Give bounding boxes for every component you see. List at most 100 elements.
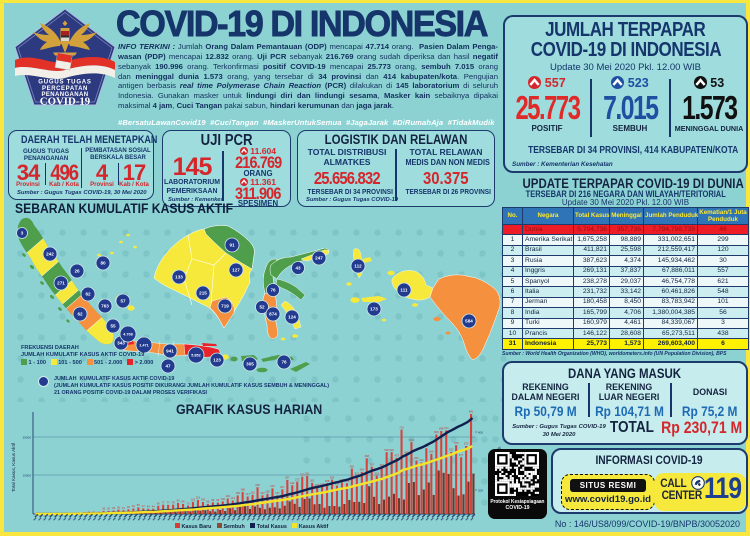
svg-text:62: 62: [77, 312, 83, 317]
svg-text:321: 321: [305, 472, 310, 476]
svg-text:242: 242: [46, 252, 54, 257]
svg-text:91: 91: [229, 243, 235, 248]
svg-text:321: 321: [355, 472, 360, 476]
svg-text:4.708: 4.708: [123, 332, 133, 336]
svg-text:85: 85: [206, 500, 209, 504]
svg-text:572: 572: [464, 442, 469, 446]
svg-text:57: 57: [120, 299, 126, 304]
svg-text:62: 62: [85, 292, 91, 297]
svg-text:43: 43: [295, 266, 301, 271]
svg-text:157: 157: [260, 491, 265, 495]
svg-text:305: 305: [246, 362, 254, 367]
svg-text:44: 44: [152, 504, 155, 508]
svg-text:698: 698: [439, 427, 444, 431]
svg-text:225: 225: [255, 483, 260, 487]
svg-text:169: 169: [265, 490, 270, 494]
svg-text:215: 215: [199, 291, 207, 296]
svg-text:5.852: 5.852: [191, 353, 201, 357]
svg-text:941: 941: [166, 349, 174, 354]
svg-text:47: 47: [165, 364, 171, 369]
svg-text:147: 147: [245, 492, 250, 496]
svg-text:100: 100: [201, 498, 206, 502]
svg-text:52: 52: [259, 305, 265, 310]
svg-text:584: 584: [465, 319, 473, 324]
svg-text:78: 78: [172, 500, 175, 504]
svg-text:COVID-19 DI INDONESIA: COVID-19 DI INDONESIA: [116, 6, 488, 42]
svg-text:102: 102: [191, 498, 196, 502]
svg-text:70: 70: [187, 501, 190, 505]
svg-text:450: 450: [414, 456, 419, 460]
svg-text:225: 225: [315, 483, 320, 487]
svg-text:287: 287: [285, 476, 290, 480]
svg-text:55: 55: [110, 324, 116, 329]
svg-text:604: 604: [409, 438, 414, 442]
svg-text:272: 272: [295, 477, 300, 481]
svg-text:96: 96: [216, 498, 219, 502]
svg-text:113: 113: [231, 496, 236, 500]
svg-text:112: 112: [354, 264, 362, 269]
svg-text:GUGUS TUGAS: GUGUS TUGAS: [38, 80, 91, 86]
svg-text:354: 354: [360, 468, 365, 472]
svg-text:579: 579: [454, 441, 459, 445]
svg-text:25: 25: [107, 507, 110, 511]
svg-text:1.471: 1.471: [139, 343, 149, 347]
svg-text:46: 46: [132, 504, 135, 508]
svg-text:93: 93: [177, 499, 180, 503]
svg-text:173: 173: [370, 307, 378, 312]
svg-text:522: 522: [449, 448, 454, 452]
svg-text:PENANGANAN: PENANGANAN: [41, 92, 88, 98]
svg-text:26: 26: [102, 507, 105, 511]
svg-text:10000: 10000: [23, 473, 32, 477]
svg-text:343: 343: [117, 341, 125, 346]
svg-text:130: 130: [225, 494, 230, 498]
svg-text:473: 473: [394, 454, 399, 458]
svg-text:44: 44: [147, 504, 150, 508]
svg-text:76: 76: [281, 360, 287, 365]
svg-text:127: 127: [232, 268, 240, 273]
svg-text:520: 520: [389, 448, 394, 452]
svg-text:26: 26: [74, 269, 80, 274]
svg-text:84: 84: [182, 500, 185, 504]
svg-text:98: 98: [211, 498, 214, 502]
svg-text:382: 382: [350, 464, 355, 468]
svg-text:77: 77: [162, 500, 165, 504]
svg-text:76: 76: [270, 288, 276, 293]
svg-text:31: 31: [122, 506, 125, 510]
svg-text:133: 133: [175, 275, 183, 280]
svg-text:397: 397: [370, 462, 375, 466]
svg-text:271: 271: [57, 281, 65, 286]
svg-text:118: 118: [196, 496, 201, 500]
svg-text:3: 3: [21, 231, 24, 236]
svg-text:477: 477: [459, 453, 464, 457]
svg-text:468: 468: [365, 454, 370, 458]
svg-text:600: 600: [478, 430, 483, 434]
svg-text:499: 499: [404, 450, 409, 454]
svg-text:719: 719: [221, 304, 229, 309]
svg-text:669: 669: [434, 430, 439, 434]
svg-text:36: 36: [117, 505, 120, 509]
svg-text:247: 247: [315, 256, 323, 261]
svg-text:215: 215: [270, 484, 275, 488]
svg-text:841: 841: [469, 410, 474, 414]
svg-text:111: 111: [400, 288, 408, 293]
svg-text:77: 77: [167, 501, 170, 505]
svg-text:20000: 20000: [23, 435, 32, 439]
svg-text:123: 123: [213, 358, 221, 363]
svg-text:29: 29: [112, 506, 115, 510]
svg-text:874: 874: [269, 312, 277, 317]
svg-text:258: 258: [325, 479, 330, 483]
svg-text:207: 207: [280, 485, 285, 489]
svg-text:186: 186: [240, 488, 245, 492]
svg-text:COVID-19: COVID-19: [40, 96, 91, 108]
svg-text:313: 313: [300, 472, 305, 476]
svg-text:106: 106: [221, 497, 226, 501]
svg-text:710: 710: [399, 425, 404, 429]
svg-text:704: 704: [444, 426, 449, 430]
svg-text:242: 242: [290, 481, 295, 485]
svg-text:506: 506: [429, 450, 434, 454]
svg-text:39: 39: [127, 505, 130, 509]
svg-text:434: 434: [419, 458, 424, 462]
svg-text:157: 157: [275, 491, 280, 495]
svg-text:763: 763: [101, 304, 109, 309]
svg-text:55: 55: [137, 503, 140, 507]
